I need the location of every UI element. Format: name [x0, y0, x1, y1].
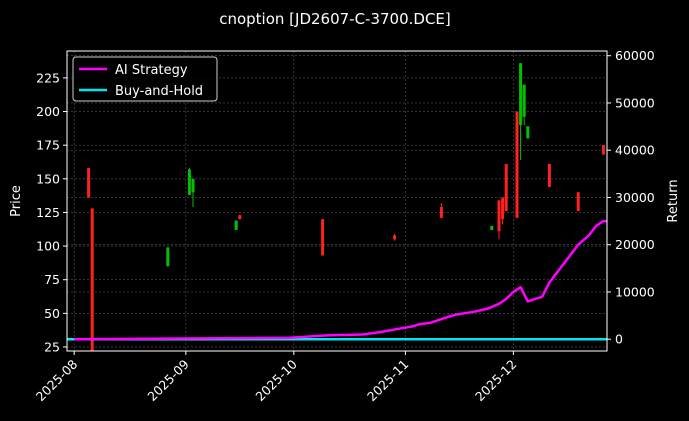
candle-body: [90, 208, 94, 351]
y-tick-label-left: 75: [44, 272, 60, 287]
candle-body: [519, 63, 523, 125]
candle-body: [393, 235, 397, 240]
y-tick-label-left: 25: [44, 339, 60, 354]
candle-body: [187, 169, 191, 195]
y-tick-label-left: 225: [36, 70, 60, 85]
y-tick-label-left: 200: [36, 104, 60, 119]
y-tick-label-right: 60000: [615, 48, 655, 63]
y-axis-label-left: Price: [9, 185, 24, 217]
y-tick-label-left: 125: [36, 205, 60, 220]
candle-body: [191, 178, 195, 193]
y-tick-label-right: 50000: [615, 95, 655, 110]
y-tick-label-right: 20000: [615, 237, 655, 252]
legend: AI Strategy Buy-and-Hold: [72, 56, 218, 102]
candle-body: [601, 145, 605, 155]
candle-body: [515, 111, 519, 218]
y-tick-label-left: 50: [44, 306, 60, 321]
candle-body: [504, 164, 508, 212]
candle-body: [576, 192, 580, 212]
plot-frame: [66, 50, 608, 352]
legend-box: [72, 56, 218, 102]
candle-body: [166, 247, 170, 267]
y-tick-label-left: 175: [36, 138, 60, 153]
candle-body: [439, 207, 443, 218]
candle-body: [234, 220, 238, 230]
legend-label-ai-strategy: AI Strategy: [115, 63, 188, 78]
y-tick-label-right: 30000: [615, 190, 655, 205]
candle-body: [87, 168, 91, 198]
y-tick-label-right: 10000: [615, 284, 655, 299]
y-axis-right: 0 10000 20000 30000 40000 50000 60000: [607, 48, 655, 347]
y-tick-label-left: 100: [36, 239, 60, 254]
legend-label-buy-and-hold: Buy-and-Hold: [115, 84, 203, 99]
y-tick-label-right: 0: [615, 332, 623, 347]
y-tick-label-right: 40000: [615, 143, 655, 158]
candle-body: [490, 225, 494, 230]
candlestick-series: [87, 63, 605, 351]
y-axis-left: 25 50 75 100 125 150 175 200 225: [36, 70, 67, 354]
y-tick-label-left: 150: [36, 171, 60, 186]
series-line-ai-strategy: [74, 219, 607, 341]
candle-body: [501, 197, 505, 220]
candle-body: [547, 164, 551, 187]
return-lines: [67, 219, 607, 341]
y-axis-label-right: Return: [666, 179, 681, 222]
candle-body: [238, 215, 242, 220]
candle-body: [497, 200, 501, 232]
chart-title: cnoption [JD2607-C-3700.DCE]: [219, 10, 451, 28]
candle-body: [321, 219, 325, 256]
candle-body: [526, 126, 530, 139]
candle-body: [522, 84, 526, 117]
